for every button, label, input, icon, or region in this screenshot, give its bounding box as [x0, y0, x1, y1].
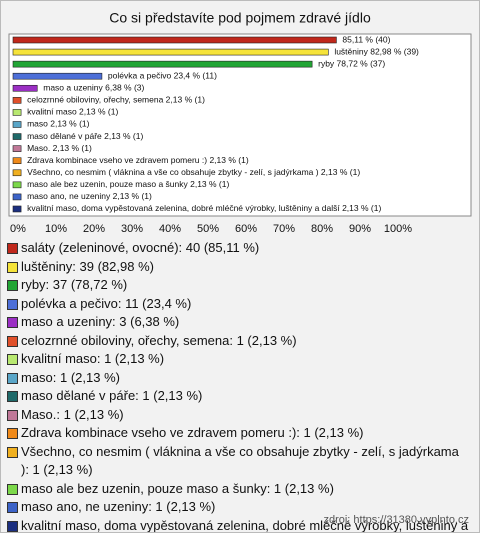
bar-label: ryby 78,72 % (37)	[318, 58, 385, 68]
legend-swatch	[7, 428, 18, 439]
legend-label: maso dělané v páře: 1 (2,13 %)	[21, 388, 203, 403]
bar-label: maso dělané v páře 2,13 % (1)	[27, 131, 143, 141]
bar	[12, 169, 22, 177]
legend-label: maso ano, ne uzeniny: 1 (2,13 %)	[21, 499, 216, 514]
x-tick-label: 50%	[197, 223, 219, 235]
x-tick-label: 90%	[349, 223, 371, 235]
legend-swatch	[7, 446, 18, 458]
legend-item: polévka a pečivo: 11 (23,4 %)	[7, 295, 469, 314]
legend-label: luštěniny: 39 (82,98 %)	[21, 258, 154, 274]
legend-item: Maso.: 1 (2,13 %)	[7, 406, 469, 425]
bar-label: maso a uzeniny 6,38 % (3)	[43, 83, 144, 93]
bar	[12, 181, 22, 189]
bar-label: kvalitní maso 2,13 % (1)	[27, 107, 118, 117]
x-tick-label: 80%	[311, 223, 333, 235]
legend-item: ryby: 37 (78,72 %)	[7, 276, 469, 295]
bar-label: Maso. 2,13 % (1)	[27, 143, 92, 153]
legend-label: maso: 1 (2,13 %)	[21, 369, 120, 385]
legend-item: celozrnné obiloviny, ořechy, semena: 1 (…	[7, 332, 469, 351]
legend-item: kvalitní maso: 1 (2,13 %)	[7, 350, 469, 369]
legend: saláty (zeleninové, ovocné): 40 (85,11 %…	[7, 239, 469, 533]
bar	[12, 48, 329, 56]
legend-item: luštěniny: 39 (82,98 %)	[7, 258, 469, 277]
bar-label: maso ale bez uzenin, pouze maso a šunky …	[27, 179, 229, 189]
legend-swatch	[7, 483, 18, 495]
legend-label: ryby: 37 (78,72 %)	[21, 277, 128, 292]
chart-title: Co si představíte pod pojmem zdravé jídl…	[109, 10, 371, 26]
legend-item: maso: 1 (2,13 %)	[7, 369, 469, 388]
legend-label: polévka a pečivo: 11 (23,4 %)	[21, 295, 192, 311]
legend-label: celozrnné obiloviny, ořechy, semena: 1 (…	[21, 332, 297, 348]
legend-swatch	[7, 520, 18, 532]
legend-swatch	[7, 391, 18, 402]
bar-label: celozrnné obiloviny, ořechy, semena 2,13…	[27, 95, 205, 105]
legend-item: Zdrava kombinace vseho ve zdravem pomeru…	[7, 424, 469, 443]
bar-label: Zdrava kombinace vseho ve zdravem pomeru…	[27, 155, 249, 165]
legend-label: kvalitní maso: 1 (2,13 %)	[21, 351, 165, 366]
legend-swatch	[7, 502, 18, 513]
legend-label: Všechno, co nesmim ( vláknina a vše co o…	[21, 443, 459, 478]
x-tick-label: 70%	[273, 223, 295, 235]
legend-swatch	[7, 317, 18, 328]
bar	[12, 145, 22, 152]
legend-swatch	[7, 261, 18, 273]
legend-label: saláty (zeleninové, ovocné): 40 (85,11 %…	[21, 240, 260, 255]
legend-label: Maso.: 1 (2,13 %)	[21, 406, 124, 422]
legend-item: Všechno, co nesmim ( vláknina a vše co o…	[7, 443, 469, 480]
x-tick-label: 40%	[159, 223, 181, 235]
legend-label: maso a uzeniny: 3 (6,38 %)	[21, 314, 180, 329]
bar	[12, 109, 22, 116]
x-tick-label: 100%	[384, 223, 412, 235]
legend-label: maso ale bez uzenin, pouze maso a šunky:…	[21, 480, 334, 496]
x-tick-label: 30%	[121, 223, 143, 235]
legend-label: kvalitní maso, doma vypěstovaná zelenina…	[21, 517, 469, 533]
x-tick-label: 10%	[45, 223, 67, 235]
bar-label: maso ano, ne uzeniny 2,13 % (1)	[27, 191, 152, 201]
legend-swatch	[7, 243, 18, 254]
chart: Co si představíte pod pojmem zdravé jídl…	[8, 10, 472, 235]
bar	[12, 133, 22, 140]
legend-item: kvalitní maso, doma vypěstovaná zelenina…	[7, 517, 469, 533]
bar	[12, 84, 38, 92]
source: zdroj: https://31380.vyplnto.cz	[323, 514, 469, 526]
bar-label: 85,11 % (40)	[342, 34, 390, 44]
legend-item: saláty (zeleninové, ovocné): 40 (85,11 %…	[7, 239, 469, 258]
bar-label: polévka a pečivo 23,4 % (11)	[108, 70, 217, 80]
bar	[12, 205, 22, 213]
bar	[12, 193, 22, 201]
x-tick-label: 0%	[10, 223, 26, 235]
legend-swatch	[7, 280, 18, 291]
legend-swatch	[7, 335, 18, 347]
bar-label: Všechno, co nesmim ( vláknina a vše co o…	[27, 167, 360, 177]
bar-label: kvalitní maso, doma vypěstovaná zelenina…	[27, 203, 381, 213]
bar	[12, 97, 22, 104]
legend-item: maso ano, ne uzeniny: 1 (2,13 %)	[7, 498, 469, 517]
legend-swatch	[7, 354, 18, 365]
legend-swatch	[7, 409, 18, 421]
bar	[12, 60, 313, 68]
x-tick-label: 60%	[235, 223, 257, 235]
legend-item: maso a uzeniny: 3 (6,38 %)	[7, 313, 469, 332]
legend-label: Zdrava kombinace vseho ve zdravem pomeru…	[21, 425, 364, 440]
legend-swatch	[7, 372, 18, 384]
bar	[12, 157, 22, 164]
legend-swatch	[7, 298, 18, 310]
legend-item: maso dělané v páře: 1 (2,13 %)	[7, 387, 469, 406]
bar-label: maso 2,13 % (1)	[27, 119, 90, 129]
bar	[12, 121, 22, 128]
bar	[12, 72, 103, 80]
x-tick-label: 20%	[83, 223, 105, 235]
legend-item: maso ale bez uzenin, pouze maso a šunky:…	[7, 480, 469, 499]
bar-label: luštěniny 82,98 % (39)	[334, 46, 419, 56]
bar	[12, 36, 337, 44]
